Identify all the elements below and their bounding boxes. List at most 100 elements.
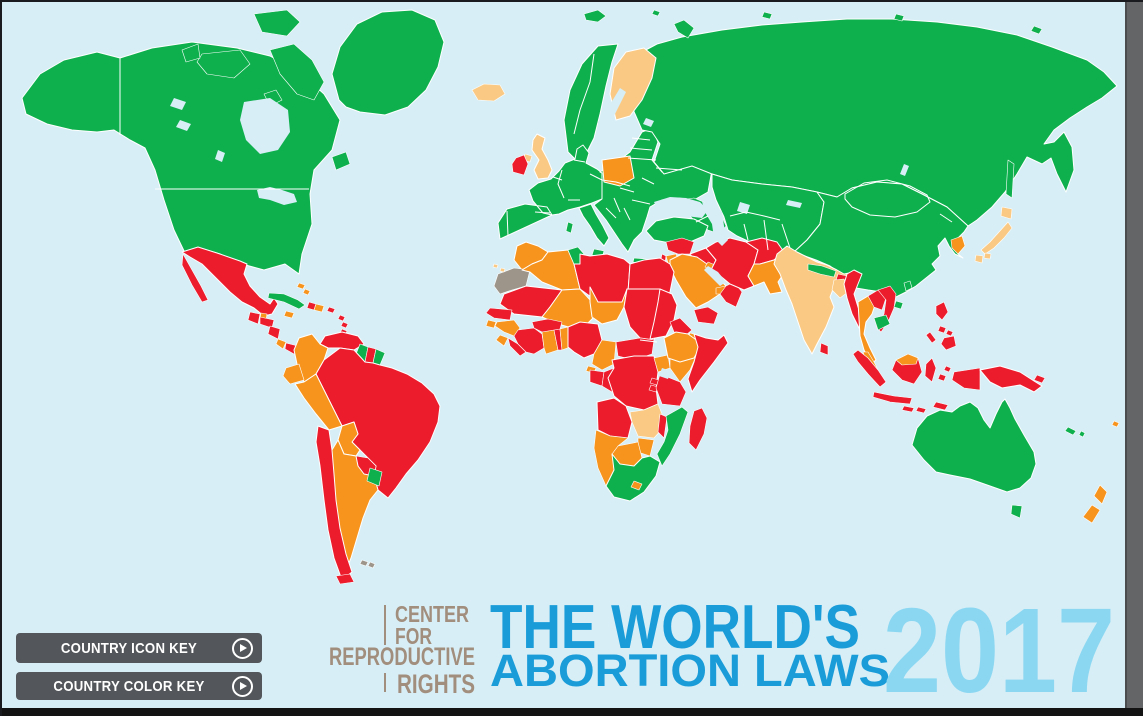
philippines-luzon[interactable] [935,301,949,321]
region-europe[interactable] [471,9,713,265]
western-europe[interactable] [497,144,603,240]
island-new-caledonia [1064,426,1077,436]
country-papua-new-guinea[interactable] [979,365,1043,393]
falkland-islands [359,559,369,567]
lake [170,98,186,110]
country-nepal[interactable] [807,263,837,278]
malaysia-borneo[interactable] [895,353,919,366]
japan-honshu[interactable] [980,221,1013,255]
hudson-bay [240,98,290,154]
island-sardinia [565,221,574,234]
country-somalia[interactable] [687,333,729,393]
arctic-island [761,11,773,20]
country-greenland[interactable] [331,9,445,116]
caspian-sea [702,202,728,246]
country-taiwan[interactable] [903,280,913,292]
new-zealand-south-island[interactable] [1082,504,1101,524]
country-gabon[interactable] [589,369,605,387]
wrangel-island [1030,25,1043,35]
country-sierra-leone[interactable] [495,334,509,347]
country-costa-rica[interactable] [275,338,287,350]
country-tanzania[interactable] [655,373,687,407]
country-turkey[interactable] [645,216,709,244]
country-eritrea[interactable] [669,317,693,336]
island-vanuatu [1078,430,1086,438]
region-asia[interactable] [609,9,1118,298]
country-niger[interactable] [589,286,628,325]
western-sahara[interactable] [493,267,531,295]
west-papua[interactable] [951,367,981,391]
aral-sea [737,202,750,214]
country-ecuador[interactable] [282,363,305,385]
region-north-america[interactable] [21,9,445,355]
region-oceania[interactable] [911,398,1120,524]
country-cambodia[interactable] [873,314,891,331]
japan-kyushu [974,254,984,264]
country-liberia[interactable] [507,337,527,357]
country-australia[interactable] [911,398,1037,493]
arctic-island [651,9,661,17]
japan-shikoku [983,252,992,260]
country-central-african-republic[interactable] [615,337,655,361]
country-uruguay[interactable] [366,467,383,487]
country-mozambique[interactable] [656,406,689,467]
island-timor [932,401,949,411]
country-guatemala[interactable] [247,311,261,325]
country-yemen[interactable] [693,306,719,325]
indonesia-sulawesi[interactable] [924,357,937,383]
country-mexico[interactable] [181,246,279,317]
country-iceland[interactable] [471,83,506,102]
country-peru[interactable] [294,373,343,431]
footer: CENTER FOR REPRODUCTIVE RIGHTS THE WORLD… [329,582,1115,716]
play-triangle-icon [240,644,247,652]
region-south-america[interactable] [282,331,441,585]
country-united-kingdom[interactable] [531,133,553,180]
island-dot [337,314,346,322]
country-poland[interactable] [601,155,635,187]
region-africa[interactable] [485,241,729,502]
country-malawi[interactable] [657,413,668,439]
country-south-africa[interactable] [605,453,661,502]
country-italy[interactable] [578,203,610,247]
country-burkina-faso[interactable] [531,318,563,333]
country-chile[interactable] [315,425,353,581]
country-china[interactable] [793,181,969,298]
country-laos[interactable] [867,289,887,311]
logo-line-center: CENTER [395,601,469,627]
arctic-island [181,43,201,63]
logo-line-for: FOR [395,623,432,649]
island-dot [937,325,947,334]
country-cuba[interactable] [267,292,306,310]
country-finland[interactable] [609,47,657,121]
island-new-britain [1033,374,1046,384]
indonesia-sumatra[interactable] [852,349,887,388]
country-color-key-button[interactable]: COUNTRY COLOR KEY [16,672,262,700]
country-burundi [648,384,659,393]
country-sri-lanka[interactable] [819,342,829,356]
island-dot [945,329,954,337]
country-icon-key-button[interactable]: COUNTRY ICON KEY [16,633,262,663]
country-jamaica[interactable] [283,310,295,319]
region-southeast-east-asia[interactable] [843,206,1046,414]
japan-hokkaido[interactable] [1000,206,1013,220]
country-lesotho[interactable] [630,480,643,491]
country-ivory-coast[interactable] [513,327,545,355]
philippines-mindanao[interactable] [940,335,957,351]
baltic-sea [598,88,626,152]
country-guinea-bissau[interactable] [485,319,497,329]
island-sakhalin [1005,159,1015,199]
country-dominican-republic[interactable] [313,303,325,313]
falkland-islands [367,561,376,569]
new-zealand-north-island[interactable] [1093,484,1108,505]
country-madagascar[interactable] [688,407,708,451]
country-south-korea[interactable] [950,235,966,255]
country-ireland[interactable] [511,154,529,176]
black-sea [654,197,708,218]
country-sudan[interactable] [649,288,678,340]
persian-gulf [704,266,726,286]
country-nicaragua[interactable] [267,325,281,340]
lake [215,150,225,162]
country-angola[interactable] [596,397,633,439]
indonesia-java[interactable] [872,391,913,405]
country-senegal[interactable] [485,307,513,321]
